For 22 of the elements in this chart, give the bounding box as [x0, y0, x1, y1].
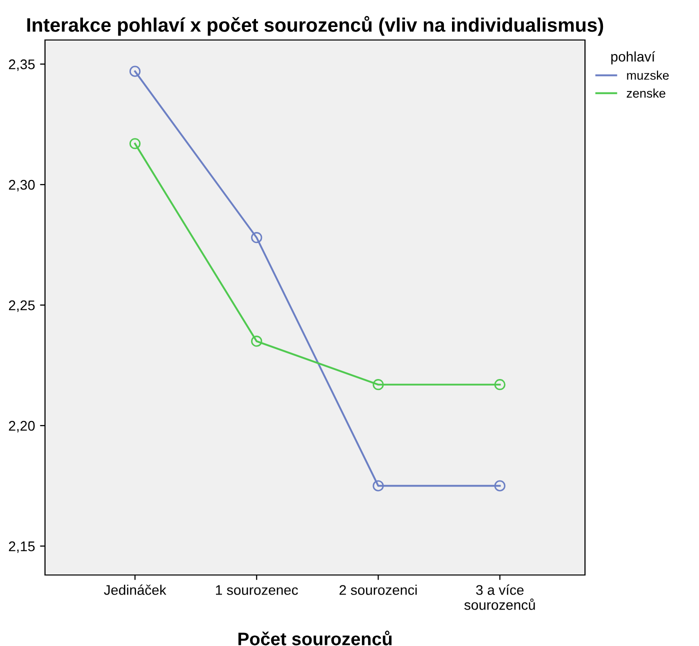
point: [251, 232, 262, 244]
x-tick-label: 1 sourozenec: [216, 585, 298, 595]
x-tick-label: Jedináček: [104, 584, 166, 595]
point: [129, 138, 141, 150]
point: [251, 336, 262, 347]
point: [372, 480, 384, 492]
legend-title: pohlaví: [611, 51, 656, 64]
x-tick-label: 3 a více sourozenců: [464, 584, 535, 610]
point: [372, 379, 384, 390]
y-tick-label: 2,35: [8, 59, 35, 71]
y-tick-label: 2,15: [8, 541, 35, 553]
point: [494, 379, 506, 390]
chart-title: Interakce pohlaví x počet sourozenců (vliv na individualismus): [27, 16, 604, 36]
point: [129, 66, 141, 77]
x-axis-title: Počet sourozenců: [238, 630, 392, 646]
legend-label: muzske: [627, 70, 669, 80]
y-tick-label: 2,25: [8, 300, 35, 312]
y-tick-label: 2,20: [8, 420, 35, 432]
legend-label: zenske: [626, 88, 666, 98]
x-tick-label: 2 sourozenci: [340, 584, 417, 595]
y-tick-label: 2,30: [8, 180, 35, 192]
point: [494, 480, 506, 492]
